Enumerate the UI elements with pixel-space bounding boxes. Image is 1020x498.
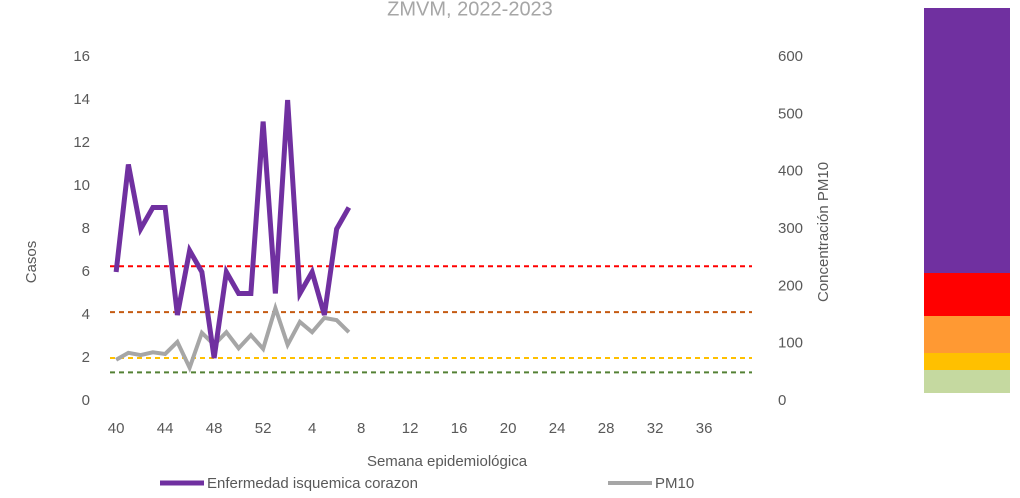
series-line [113,99,352,359]
x-tick-label: 8 [357,420,365,437]
y-tick-label: 0 [82,392,90,409]
y-tick-label: 10 [73,177,90,194]
y-tick-label: 16 [73,48,90,65]
y2-tick-label: 300 [778,220,803,237]
y2-tick-label: 200 [778,277,803,294]
scale-green [924,370,1010,393]
x-tick-label: 12 [402,420,419,437]
chart-title: ZMVM, 2022-2023 [387,0,553,20]
y2-tick-label: 400 [778,163,803,180]
legend-label: PM10 [655,475,694,492]
y2-tick-label: 100 [778,335,803,352]
x-tick-label: 28 [598,420,615,437]
y-tick-label: 6 [82,263,90,280]
x-tick-label: 24 [549,420,566,437]
y-tick-label: 12 [73,134,90,151]
scale-red [924,273,1010,316]
y2-axis-label: Concentración PM10 [815,162,832,302]
y-tick-label: 2 [82,349,90,366]
x-tick-label: 20 [500,420,517,437]
x-tick-label: 4 [308,420,316,437]
series-line [115,301,351,373]
x-tick-label: 16 [451,420,468,437]
x-tick-label: 36 [696,420,713,437]
scale-yellow [924,353,1010,370]
y-tick-label: 14 [73,91,90,108]
x-tick-label: 32 [647,420,664,437]
y-tick-label: 8 [82,220,90,237]
x-tick-label: 40 [108,420,125,437]
x-tick-label: 48 [206,420,223,437]
x-tick-label: 44 [157,420,174,437]
legend-label: Enfermedad isquemica corazon [207,475,418,492]
y2-tick-label: 600 [778,48,803,65]
scale-orange [924,316,1010,353]
y-axis-label: Casos [23,241,40,284]
y-tick-label: 4 [82,306,90,323]
y2-tick-label: 0 [778,392,786,409]
scale-purple [924,8,1010,273]
x-axis-label: Semana epidemiológica [367,453,528,470]
quality-scale [924,8,1010,393]
x-tick-label: 52 [255,420,272,437]
y2-tick-label: 500 [778,105,803,122]
